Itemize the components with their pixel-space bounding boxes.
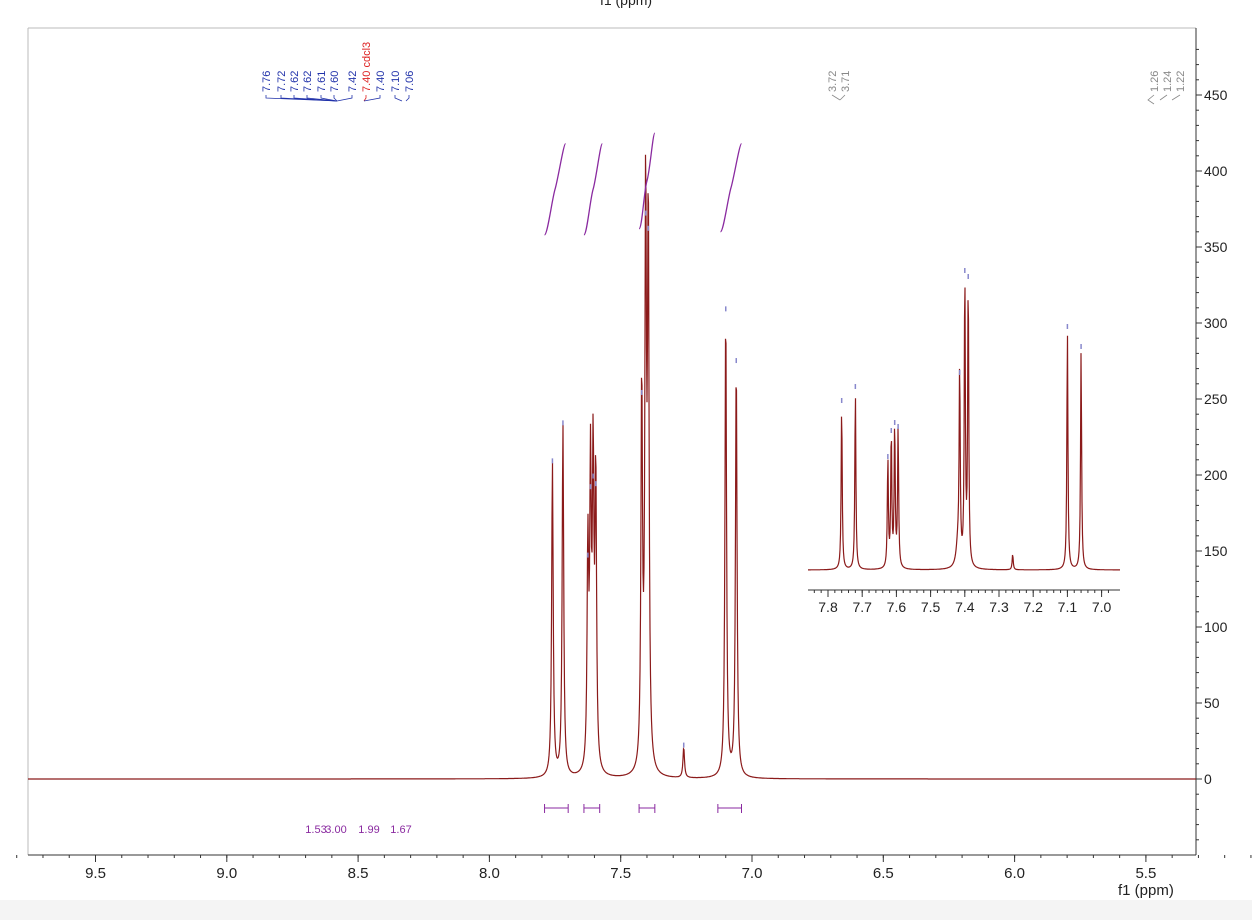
- inset-spectrum-line: [808, 287, 1120, 571]
- y-tick-label: 400: [1204, 163, 1228, 179]
- peak-label: 7.72: [276, 71, 288, 92]
- y-tick-label: 150: [1204, 543, 1228, 559]
- peak-label-leader: [405, 95, 410, 102]
- y-tick-label: 0: [1204, 771, 1212, 787]
- integral-curve: [543, 142, 567, 236]
- peak-label-leader: [336, 95, 353, 102]
- status-bar: [0, 900, 1252, 920]
- peak-label: 7.62: [289, 71, 301, 92]
- peak-label-leader: [333, 95, 338, 102]
- peak-label-grey: 1.22: [1175, 71, 1187, 92]
- y-tick-label: 50: [1204, 695, 1220, 711]
- inset-x-tick-label: 7.7: [852, 599, 872, 615]
- integral-value: 3.00: [325, 824, 346, 836]
- integral-value: 1.99: [358, 824, 379, 836]
- inset-x-tick-label: 7.0: [1092, 599, 1112, 615]
- peak-label-solvent: 7.40 cdcl3: [361, 42, 373, 92]
- peak-label: 7.40: [375, 71, 387, 92]
- inset-x-tick-label: 7.1: [1058, 599, 1078, 615]
- peak-label: 7.10: [390, 71, 402, 92]
- spectrum-line: [28, 154, 1196, 780]
- y-tick-label: 450: [1204, 87, 1228, 103]
- x-tick-label: 6.5: [873, 865, 894, 882]
- x-axis-label: f1 (ppm): [1118, 882, 1174, 899]
- x-tick-label: 8.0: [479, 865, 500, 882]
- inset-x-tick-label: 7.8: [818, 599, 838, 615]
- y-tick-label: 100: [1204, 619, 1228, 635]
- x-tick-label: 6.0: [1004, 865, 1025, 882]
- y-tick-label: 250: [1204, 391, 1228, 407]
- peak-label-leader: [363, 95, 381, 102]
- peak-label-leader: [306, 95, 338, 102]
- peak-label-grey: 3.71: [840, 71, 852, 92]
- integral-curve: [719, 142, 743, 233]
- integral-curve: [638, 132, 656, 230]
- inset-x-tick-label: 7.6: [887, 599, 907, 615]
- peak-label-leader: [320, 95, 338, 102]
- y-tick-label: 300: [1204, 315, 1228, 331]
- peak-label-leader: [363, 95, 367, 102]
- integral-value: 1.53: [305, 824, 326, 836]
- peak-label: 7.76: [261, 71, 273, 92]
- y-tick-label: 200: [1204, 467, 1228, 483]
- y-tick-label: 350: [1204, 239, 1228, 255]
- peak-label: 7.42: [347, 71, 359, 92]
- x-tick-label: 5.5: [1135, 865, 1156, 882]
- inset-x-tick-label: 7.4: [955, 599, 975, 615]
- peak-label-grey: 3.72: [827, 71, 839, 92]
- peak-label-leader: [831, 94, 846, 101]
- peak-label-leader: [1147, 94, 1181, 105]
- x-tick-label: 9.5: [85, 865, 106, 882]
- x-tick-label: 8.5: [348, 865, 369, 882]
- peak-label-leader: [394, 95, 403, 102]
- x-tick-label: 7.0: [742, 865, 763, 882]
- peak-label: 7.61: [316, 71, 328, 92]
- top-axis-label: f1 (ppm): [599, 0, 653, 8]
- inset-x-tick-label: 7.5: [921, 599, 941, 615]
- integral-value: 1.67: [390, 824, 411, 836]
- integral-curve: [583, 142, 603, 236]
- peak-label-leader: [293, 95, 338, 102]
- peak-label: 7.62: [302, 71, 314, 92]
- x-tick-label: 7.5: [610, 865, 631, 882]
- peak-label: 7.06: [404, 71, 416, 92]
- peak-label: 7.60: [329, 71, 341, 92]
- x-tick-label: 9.0: [216, 865, 237, 882]
- peak-label-grey: 1.24: [1162, 71, 1174, 92]
- peak-label-grey: 1.26: [1149, 71, 1161, 92]
- nmr-spectrum-chart: 9.59.08.58.07.57.06.56.05.55.04.54.03.53…: [16, 27, 1252, 899]
- inset-x-tick-label: 7.2: [1023, 599, 1043, 615]
- inset-x-tick-label: 7.3: [989, 599, 1009, 615]
